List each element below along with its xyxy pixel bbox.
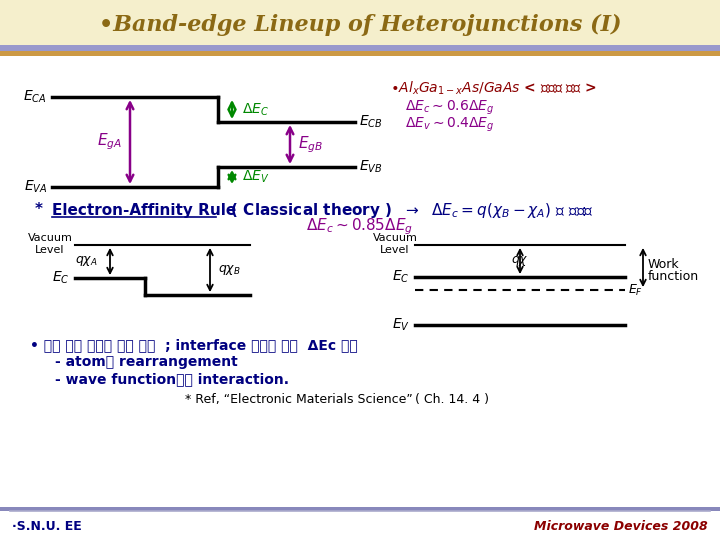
Text: Level: Level [35, 245, 65, 255]
Text: $\Delta E_c \sim 0.85\Delta E_g$: $\Delta E_c \sim 0.85\Delta E_g$ [307, 217, 413, 237]
Text: $\Delta E_V$: $\Delta E_V$ [242, 169, 269, 185]
Bar [0, 512, 720, 540]
Text: $E_C$: $E_C$ [392, 269, 410, 285]
Bar [0, 0, 720, 45]
Text: • 실제 값과 차이가 나는 원인  ; interface 효과에 의해  ΔEᴄ 변화: • 실제 값과 차이가 나는 원인 ; interface 효과에 의해 ΔEᴄ… [30, 338, 358, 352]
Text: $\Delta E_C$: $\Delta E_C$ [242, 102, 269, 118]
Text: Work: Work [648, 258, 680, 271]
Text: ( Ch. 14. 4 ): ( Ch. 14. 4 ) [415, 393, 489, 406]
Bar [0, 51, 720, 56]
Text: - wave function들의 interaction.: - wave function들의 interaction. [55, 372, 289, 386]
Text: $E_{CA}$: $E_{CA}$ [24, 89, 47, 105]
Text: $E_{gB}$: $E_{gB}$ [298, 134, 323, 155]
Text: *: * [35, 202, 48, 218]
Text: Microwave Devices 2008: Microwave Devices 2008 [534, 519, 708, 532]
Text: $\Delta E_v \sim 0.4\Delta E_g$: $\Delta E_v \sim 0.4\Delta E_g$ [405, 116, 495, 134]
Text: $q\chi_B$: $q\chi_B$ [218, 263, 240, 277]
Text: ( Classical theory )  $\rightarrow$  $\Delta E_c = q(\chi_B - \chi_A)$ 에 의하면: ( Classical theory ) $\rightarrow$ $\Del… [220, 200, 594, 219]
Text: Vacuum: Vacuum [27, 233, 73, 243]
Text: - atom의 rearrangement: - atom의 rearrangement [55, 355, 238, 369]
Text: $E_C$: $E_C$ [53, 270, 70, 286]
Text: Vacuum: Vacuum [372, 233, 418, 243]
Text: $q\chi$: $q\chi$ [511, 254, 529, 268]
Text: function: function [648, 270, 699, 283]
Text: ·S.N.U. EE: ·S.N.U. EE [12, 519, 82, 532]
Bar [0, 45, 720, 51]
Text: $q\chi_A$: $q\chi_A$ [76, 254, 98, 268]
Text: $E_{VA}$: $E_{VA}$ [24, 179, 47, 195]
Text: * Ref, “Electronic Materials Science”: * Ref, “Electronic Materials Science” [185, 393, 413, 406]
Text: •Band-edge Lineup of Heterojunctions (I): •Band-edge Lineup of Heterojunctions (I) [99, 14, 621, 36]
Text: Level: Level [380, 245, 410, 255]
Bar [0, 507, 720, 511]
Text: $E_{CB}$: $E_{CB}$ [359, 114, 382, 130]
Text: $E_V$: $E_V$ [392, 317, 410, 333]
Text: $E_{VB}$: $E_{VB}$ [359, 159, 382, 175]
Text: $E_{gA}$: $E_{gA}$ [97, 132, 122, 152]
Text: $\bullet Al_xGa_{1-x}As/GaAs$ < 실험적 측정 >: $\bullet Al_xGa_{1-x}As/GaAs$ < 실험적 측정 > [390, 79, 597, 97]
Text: Electron-Affinity Rule: Electron-Affinity Rule [52, 202, 236, 218]
Text: $\Delta E_c \sim 0.6\Delta E_g$: $\Delta E_c \sim 0.6\Delta E_g$ [405, 99, 494, 117]
Text: $E_F$: $E_F$ [628, 282, 643, 298]
